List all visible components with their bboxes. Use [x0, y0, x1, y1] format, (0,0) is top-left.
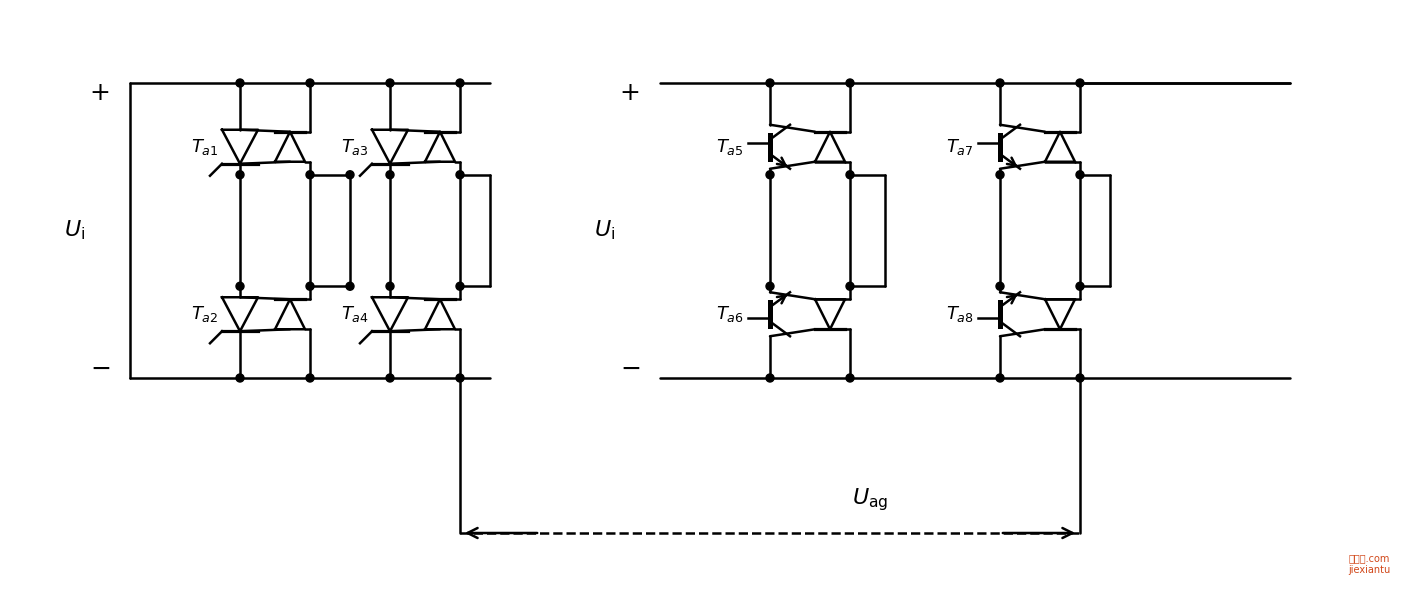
Circle shape	[235, 79, 244, 87]
Circle shape	[387, 282, 394, 290]
Circle shape	[846, 282, 855, 290]
Text: $T_{a7}$: $T_{a7}$	[946, 137, 974, 157]
Circle shape	[1076, 374, 1084, 382]
Circle shape	[235, 171, 244, 178]
Circle shape	[996, 171, 1005, 178]
Text: $T_{a5}$: $T_{a5}$	[716, 137, 744, 157]
Circle shape	[305, 171, 314, 178]
Text: +: +	[619, 81, 640, 105]
Circle shape	[346, 282, 354, 290]
Text: $T_{a2}$: $T_{a2}$	[192, 304, 219, 324]
Circle shape	[766, 282, 773, 290]
Circle shape	[455, 374, 464, 382]
Circle shape	[1076, 171, 1084, 178]
Circle shape	[305, 282, 314, 290]
Text: $T_{a4}$: $T_{a4}$	[340, 304, 368, 324]
Circle shape	[455, 282, 464, 290]
Circle shape	[346, 171, 354, 178]
Text: $T_{a1}$: $T_{a1}$	[191, 137, 219, 157]
Circle shape	[766, 171, 773, 178]
Text: +: +	[90, 81, 111, 105]
Circle shape	[387, 171, 394, 178]
Text: $U_\mathrm{i}$: $U_\mathrm{i}$	[64, 219, 85, 243]
Text: $-$: $-$	[619, 356, 640, 380]
Circle shape	[305, 374, 314, 382]
Circle shape	[387, 374, 394, 382]
Circle shape	[235, 374, 244, 382]
Circle shape	[455, 79, 464, 87]
Circle shape	[846, 374, 855, 382]
Text: $T_{a3}$: $T_{a3}$	[342, 137, 368, 157]
Circle shape	[766, 374, 773, 382]
Circle shape	[996, 374, 1005, 382]
Circle shape	[996, 79, 1005, 87]
Text: $U_\mathrm{i}$: $U_\mathrm{i}$	[594, 219, 615, 243]
Circle shape	[455, 171, 464, 178]
Text: $T_{a8}$: $T_{a8}$	[946, 304, 974, 324]
Circle shape	[996, 282, 1005, 290]
Text: 接线图.com
jiexiantu: 接线图.com jiexiantu	[1348, 553, 1390, 575]
Circle shape	[846, 171, 855, 178]
Text: $-$: $-$	[90, 356, 111, 380]
Circle shape	[1076, 79, 1084, 87]
Circle shape	[387, 79, 394, 87]
Circle shape	[235, 282, 244, 290]
Circle shape	[1076, 282, 1084, 290]
Text: $T_{a6}$: $T_{a6}$	[716, 304, 744, 324]
Circle shape	[766, 79, 773, 87]
Circle shape	[846, 79, 855, 87]
Circle shape	[305, 79, 314, 87]
Text: $U_{\mathrm{ag}}$: $U_{\mathrm{ag}}$	[852, 486, 888, 513]
